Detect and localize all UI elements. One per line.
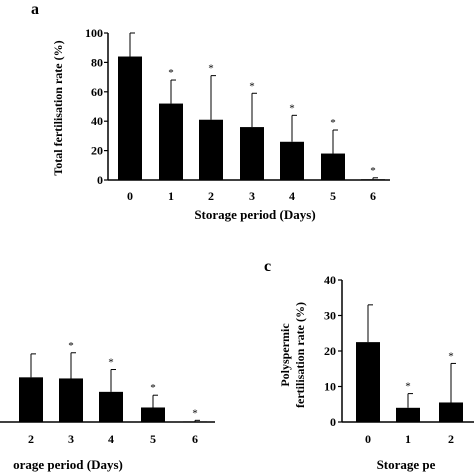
a-bar bbox=[118, 56, 142, 180]
a-significance-marker: * bbox=[370, 165, 376, 177]
panel-a-text: 0 20 40 60 80 100 0 * 1 * 2 * 3 * 4 * 5 * 6 bbox=[85, 26, 376, 203]
b-significance-marker: * bbox=[192, 407, 198, 419]
a-significance-marker: * bbox=[289, 102, 295, 114]
a-y-tick-label: 40 bbox=[91, 114, 103, 128]
c-bar bbox=[356, 342, 380, 422]
a-significance-marker: * bbox=[208, 63, 214, 75]
a-x-tick-label: 1 bbox=[168, 189, 174, 203]
a-significance-marker: * bbox=[330, 117, 336, 129]
a-y-tick-label: 80 bbox=[91, 55, 103, 69]
panel-c-x-axis-label: Storage pe bbox=[377, 457, 436, 472]
panel-c-text: 0 10 20 30 40 0 * 1 * 2 bbox=[324, 273, 454, 446]
b-bar bbox=[19, 377, 43, 422]
c-bar bbox=[439, 402, 463, 422]
panel-a-x-axis-label: Storage period (Days) bbox=[194, 207, 315, 222]
c-x-tick-label: 2 bbox=[448, 432, 454, 446]
a-x-tick-label: 4 bbox=[289, 189, 295, 203]
c-y-tick-label: 10 bbox=[324, 380, 336, 394]
a-significance-marker: * bbox=[249, 80, 255, 92]
a-x-tick-label: 0 bbox=[127, 189, 133, 203]
panel-c-y-axis-label-line2: fertilisation rate (%) bbox=[293, 302, 307, 408]
b-x-tick-label: 2 bbox=[28, 432, 34, 446]
a-y-tick-label: 20 bbox=[91, 144, 103, 158]
a-y-tick-label: 60 bbox=[91, 85, 103, 99]
c-y-tick-label: 40 bbox=[324, 273, 336, 287]
panel-a: a 0 20 40 60 80 100 0 * 1 * 2 * 3 * 4 * 5 * 6 Storage peri… bbox=[31, 1, 390, 222]
b-x-tick-label: 4 bbox=[108, 432, 114, 446]
panel-b-text: 2 * 3 * 4 * 5 * 6 bbox=[28, 340, 198, 446]
c-x-tick-label: 1 bbox=[405, 432, 411, 446]
a-significance-marker: * bbox=[168, 67, 174, 79]
b-significance-marker: * bbox=[68, 340, 74, 352]
a-y-tick-label: 100 bbox=[85, 26, 103, 40]
panel-a-bars bbox=[118, 32, 385, 180]
a-x-tick-label: 6 bbox=[370, 189, 376, 203]
a-bar bbox=[240, 127, 264, 180]
panel-c-bars bbox=[356, 304, 463, 422]
a-y-tick-label: 0 bbox=[97, 173, 103, 187]
b-bar bbox=[183, 421, 207, 422]
b-bar bbox=[99, 391, 123, 422]
c-significance-marker: * bbox=[448, 350, 454, 362]
b-x-tick-label: 3 bbox=[68, 432, 74, 446]
c-y-tick-label: 20 bbox=[324, 344, 336, 358]
a-x-tick-label: 2 bbox=[208, 189, 214, 203]
b-x-tick-label: 6 bbox=[192, 432, 198, 446]
panel-b-bars bbox=[19, 352, 207, 422]
panel-a-label: a bbox=[31, 1, 39, 18]
a-bar bbox=[321, 153, 345, 180]
c-y-tick-label: 0 bbox=[330, 415, 336, 429]
a-x-tick-label: 3 bbox=[249, 189, 255, 203]
c-x-tick-label: 0 bbox=[365, 432, 371, 446]
b-x-tick-label: 5 bbox=[150, 432, 156, 446]
c-bar bbox=[396, 407, 420, 422]
panel-a-y-axis-label: Total fertilisation rate (%) bbox=[51, 40, 65, 175]
a-bar bbox=[159, 103, 183, 180]
b-significance-marker: * bbox=[150, 382, 156, 394]
a-bar bbox=[199, 119, 223, 180]
a-bar bbox=[361, 179, 385, 180]
a-bar bbox=[280, 141, 304, 180]
panel-c-label: c bbox=[264, 258, 271, 275]
c-significance-marker: * bbox=[405, 381, 411, 393]
b-bar bbox=[59, 378, 83, 422]
b-bar bbox=[141, 407, 165, 422]
c-y-tick-label: 30 bbox=[324, 309, 336, 323]
a-x-tick-label: 5 bbox=[330, 189, 336, 203]
panel-b: 2 * 3 * 4 * 5 * 6 orage period (Days) bbox=[0, 340, 215, 472]
panel-c-y-axis-label-line1: Polyspermic bbox=[278, 323, 292, 387]
b-significance-marker: * bbox=[108, 357, 114, 369]
panel-b-x-axis-label: orage period (Days) bbox=[13, 457, 123, 472]
